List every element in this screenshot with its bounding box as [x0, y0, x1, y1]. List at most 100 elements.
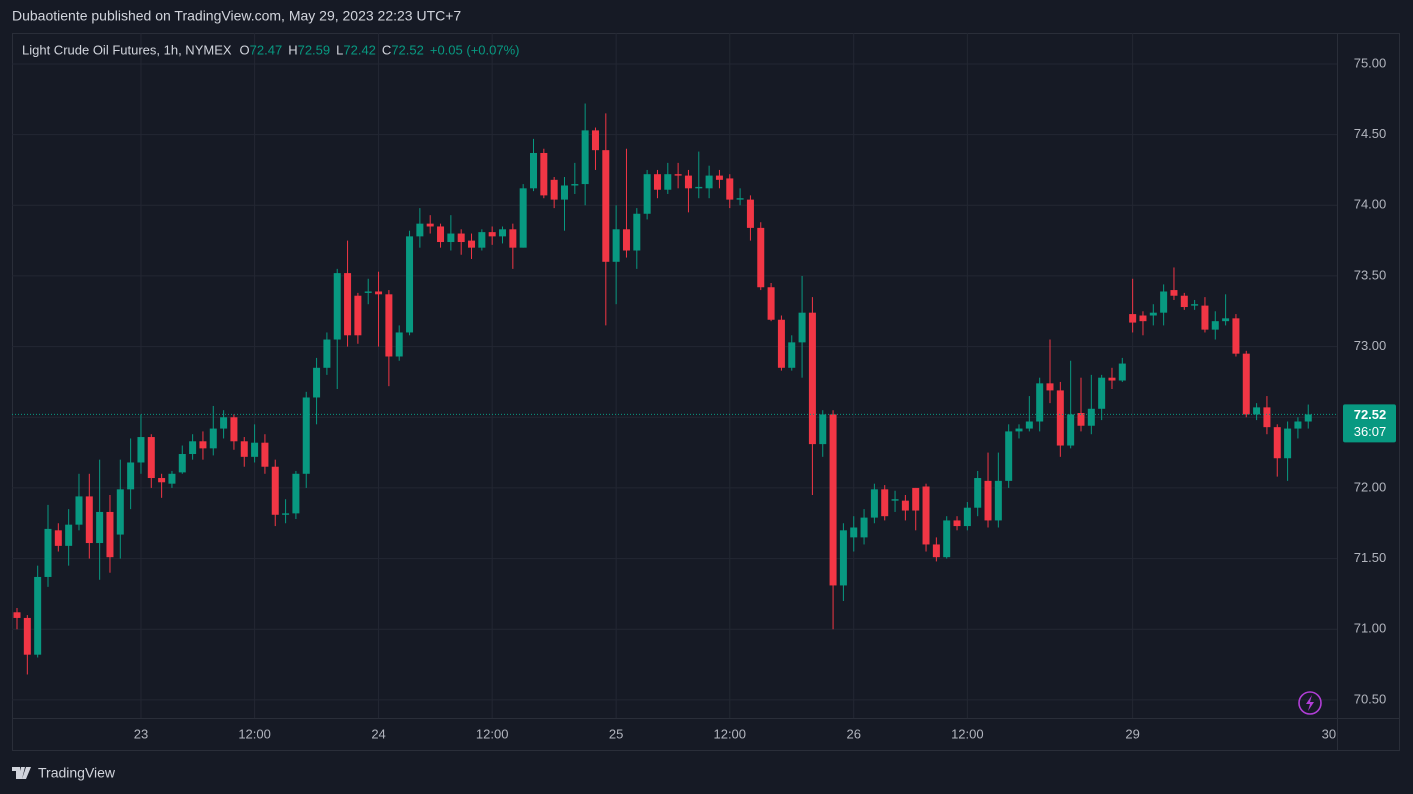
candle-body: [1201, 305, 1209, 330]
candle-body: [901, 500, 909, 511]
y-tick-label: 71.00: [1354, 621, 1387, 636]
candle-body: [1108, 377, 1116, 381]
last-price-label: 72.52: [1354, 407, 1387, 422]
labels: 70.5071.0071.5072.0072.5073.0073.5074.00…: [134, 55, 1396, 741]
grid: [12, 33, 1337, 718]
candles: [12, 103, 1337, 675]
candle-body: [602, 150, 610, 262]
x-tick-label: 12:00: [476, 726, 509, 741]
candle-body: [189, 441, 197, 455]
candle-body: [1056, 390, 1064, 446]
y-tick-label: 73.50: [1354, 267, 1387, 282]
chart-frame: [12, 33, 1400, 751]
candle-body: [757, 227, 765, 288]
candle-body: [416, 223, 424, 237]
candle-body: [1067, 414, 1075, 446]
publisher-line: Dubaotiente published on TradingView.com…: [12, 8, 461, 24]
candle-body: [1036, 383, 1044, 422]
candle-body: [364, 291, 372, 293]
candle-body: [333, 273, 341, 340]
candle-body: [829, 414, 837, 586]
candle-body: [354, 295, 362, 336]
candle-body: [437, 226, 445, 243]
candle-body: [581, 130, 589, 185]
brand-name[interactable]: TradingView: [38, 765, 116, 781]
y-tick-label: 70.50: [1354, 691, 1387, 706]
candle-body: [509, 229, 517, 248]
candle-body: [1284, 428, 1292, 459]
candle-body: [736, 198, 744, 200]
candle-body: [633, 213, 641, 251]
candle-body: [137, 437, 145, 463]
candle-body: [839, 530, 847, 586]
candle-body: [168, 473, 176, 484]
candle-body: [922, 486, 930, 545]
x-tick-label: 24: [371, 726, 385, 741]
candle-body: [1180, 295, 1188, 308]
candle-body: [643, 174, 651, 214]
candle-body: [488, 232, 496, 237]
candle-body: [302, 397, 310, 474]
candle-body: [974, 478, 982, 508]
candle-body: [220, 417, 228, 429]
candle-body: [777, 319, 785, 368]
candle-body: [385, 294, 393, 357]
candle-body: [292, 473, 300, 514]
x-tick-label: 23: [134, 726, 148, 741]
candle-body: [695, 186, 703, 189]
candle-body: [75, 496, 83, 525]
candle-body: [395, 332, 403, 357]
candle-body: [199, 441, 207, 449]
candle-body: [478, 232, 486, 248]
candle-body: [953, 520, 961, 527]
candle-body: [1046, 383, 1054, 391]
ohlc-value: 72.47: [250, 42, 283, 57]
candle-body: [23, 617, 31, 655]
candle-body: [984, 480, 992, 521]
candle-body: [870, 489, 878, 518]
candle-body: [158, 478, 166, 483]
candle-body: [1211, 321, 1219, 330]
candle-body: [881, 489, 889, 517]
candle-body: [963, 507, 971, 527]
candle-body: [819, 414, 827, 445]
candle-body: [282, 513, 290, 515]
candle-body: [344, 273, 352, 336]
candle-body: [1242, 353, 1250, 415]
candle-body: [850, 527, 858, 538]
candle-body: [912, 487, 920, 511]
candle-body: [1160, 291, 1168, 313]
candle-body: [1149, 312, 1157, 316]
ohlc-value: 72.42: [343, 42, 376, 57]
candle-body: [313, 367, 321, 398]
candle-body: [860, 517, 868, 538]
ohlc-value: 72.52: [391, 42, 424, 57]
candle-body: [1263, 407, 1271, 428]
candle-body: [230, 417, 238, 442]
candle-body: [499, 229, 507, 237]
candle-body: [746, 199, 754, 228]
candle-body: [323, 339, 331, 368]
y-tick-label: 72.00: [1354, 479, 1387, 494]
candle-body: [705, 175, 713, 189]
alert-icon[interactable]: [1298, 691, 1322, 715]
candle-body: [209, 428, 217, 449]
last-price-badge: [1343, 404, 1396, 443]
candle-body: [798, 312, 806, 343]
candle-body: [715, 175, 723, 180]
candle-body: [808, 312, 816, 445]
brand-logo[interactable]: TradingView: [12, 765, 116, 781]
candle-body: [591, 130, 599, 151]
candle-body: [127, 462, 135, 490]
candle-body: [54, 530, 62, 546]
candle-body: [116, 489, 124, 535]
candle-body: [540, 152, 548, 196]
candle-body: [767, 287, 775, 320]
candle-body: [932, 544, 940, 558]
candle-body: [994, 480, 1002, 521]
candle-body: [240, 441, 248, 457]
candle-body: [1015, 428, 1023, 432]
candle-body: [406, 236, 414, 333]
candle-body: [664, 174, 672, 190]
